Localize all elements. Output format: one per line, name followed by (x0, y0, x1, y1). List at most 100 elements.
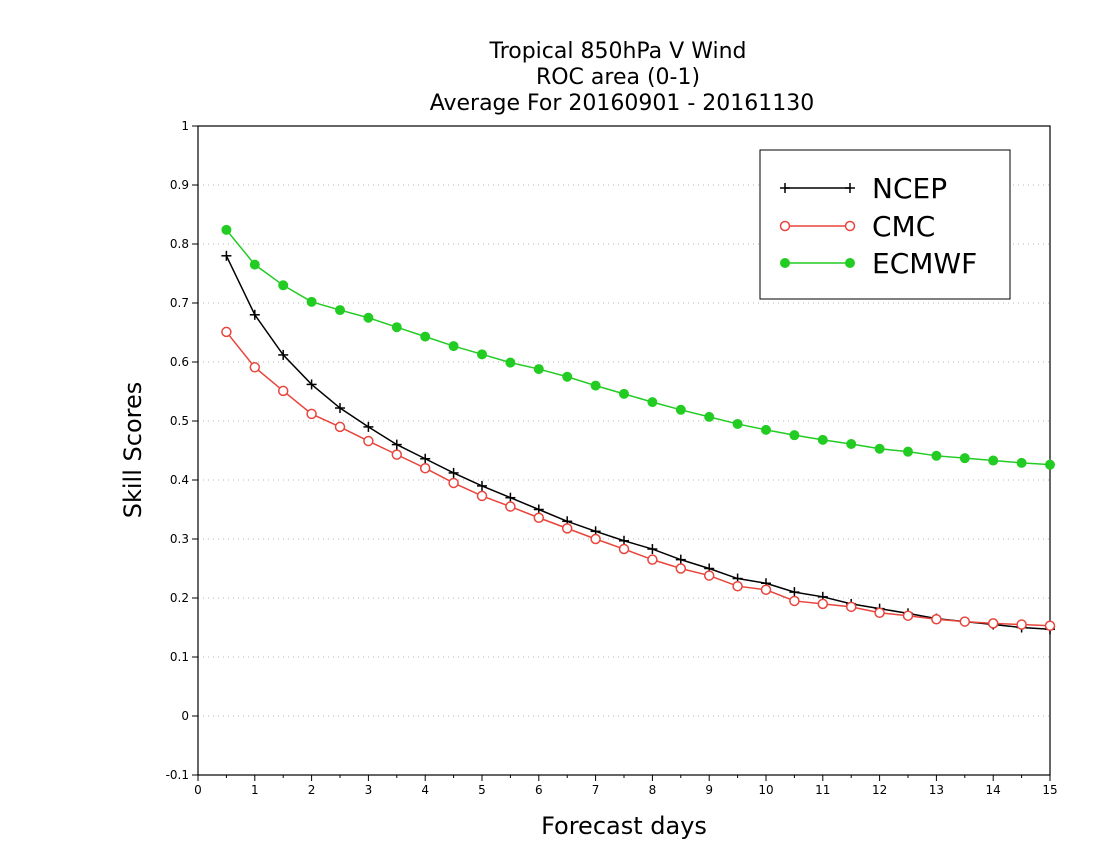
x-tick-label: 14 (986, 783, 1001, 797)
data-point-ecmwf (959, 453, 970, 464)
data-point-ecmwf (619, 388, 629, 399)
x-tick-label: 8 (649, 783, 657, 797)
data-point-cmc (817, 598, 829, 610)
data-point-ecmwf (335, 305, 345, 316)
data-point-cmc (789, 595, 800, 607)
x-tick-label: 5 (478, 783, 486, 797)
data-point-ncep (789, 587, 800, 598)
data-point-ecmwf (761, 424, 771, 435)
x-tick-label: 0 (194, 783, 202, 797)
data-point-ecmwf (817, 434, 828, 445)
chart-title: Tropical 850hPa V Wind (488, 39, 746, 64)
data-point-cmc (249, 362, 261, 373)
data-point-ecmwf (789, 430, 800, 441)
series-line-ncep (225, 255, 1051, 631)
data-point-cmc (1044, 620, 1056, 631)
legend: NCEP CMC ECMWF (759, 149, 1011, 300)
data-point-ncep (647, 544, 658, 555)
series-cmc (221, 326, 1056, 631)
y-tick-label: -0.1 (166, 768, 189, 782)
data-point-ecmwf (988, 455, 999, 466)
legend-marker-point (845, 258, 855, 268)
y-tick-label: 1 (181, 119, 189, 133)
x-tick-label: 1 (251, 783, 259, 797)
data-point-cmc (760, 584, 772, 595)
data-point-ecmwf (363, 312, 374, 323)
legend-marker-point (844, 220, 856, 232)
data-point-ecmwf (221, 224, 232, 235)
data-point-ecmwf (874, 443, 885, 454)
legend-label-ecmwf: ECMWF (872, 247, 977, 280)
data-point-cmc (703, 570, 715, 581)
data-point-ncep (391, 439, 402, 450)
data-point-cmc (590, 533, 601, 545)
data-point-cmc (363, 435, 374, 447)
data-point-cmc (902, 610, 914, 621)
data-point-cmc (476, 490, 488, 502)
data-point-cmc (1016, 619, 1027, 630)
data-point-cmc (561, 523, 573, 534)
data-point-cmc (931, 613, 942, 625)
data-point-cmc (448, 477, 459, 489)
y-tick-label: 0.8 (170, 237, 189, 251)
data-point-cmc (845, 601, 857, 613)
y-tick-label: 0.4 (170, 473, 189, 487)
legend-marker-cmc (779, 220, 856, 232)
data-point-ecmwf (249, 259, 260, 270)
data-point-cmc (391, 449, 403, 460)
data-point-cmc (533, 512, 545, 524)
data-point-ecmwf (505, 357, 516, 368)
x-tick-label: 6 (535, 783, 543, 797)
data-point-ncep (505, 492, 516, 503)
data-point-ecmwf (1016, 457, 1027, 468)
series-ncep (221, 250, 1055, 635)
data-point-cmc (306, 408, 317, 420)
y-axis-title: Skill Scores (119, 382, 147, 519)
data-point-cmc (221, 326, 232, 338)
data-point-ecmwf (448, 341, 459, 352)
data-point-ecmwf (675, 404, 686, 415)
data-point-ecmwf (704, 411, 715, 422)
data-point-ecmwf (931, 450, 942, 461)
series-line-cmc (225, 331, 1051, 627)
data-point-ecmwf (1045, 459, 1055, 470)
x-tick-label: 15 (1042, 783, 1057, 797)
series-group (221, 224, 1056, 635)
data-point-ncep (335, 403, 345, 414)
legend-marker-ecmwf (780, 258, 855, 268)
x-tick-label: 9 (705, 783, 713, 797)
data-point-cmc (618, 543, 630, 555)
data-point-ecmwf (278, 280, 289, 291)
legend-marker-ncep (780, 183, 855, 193)
legend-box (759, 149, 1011, 300)
data-point-ecmwf (306, 296, 317, 307)
data-point-ncep (363, 421, 374, 432)
data-point-ecmwf (391, 322, 402, 333)
y-tick-label: 0.3 (170, 532, 189, 546)
x-tick-label: 7 (592, 783, 600, 797)
data-point-ecmwf (562, 371, 573, 382)
data-point-ncep (249, 309, 260, 320)
y-tick-label: 0.6 (170, 355, 189, 369)
series-ecmwf (221, 224, 1055, 470)
legend-label-cmc: CMC (872, 210, 935, 243)
x-axis-title: Forecast days (541, 812, 707, 840)
data-point-ecmwf (903, 446, 913, 457)
data-point-ncep (675, 554, 686, 565)
data-point-ecmwf (590, 380, 601, 391)
data-point-ecmwf (647, 397, 658, 408)
data-point-cmc (647, 554, 658, 565)
data-point-cmc (277, 385, 289, 397)
y-tick-label: 0 (181, 709, 189, 723)
chart-subtitle-period: Average For 20160901 - 20161130 (430, 91, 815, 116)
y-tick-label: 0.7 (170, 296, 189, 310)
data-point-cmc (334, 421, 346, 433)
data-point-cmc (987, 618, 999, 629)
data-point-cmc (959, 616, 971, 627)
data-point-cmc (419, 462, 431, 474)
data-point-ecmwf (420, 331, 431, 342)
legend-marker-point (779, 220, 791, 232)
data-point-cmc (874, 607, 885, 618)
data-point-ncep (306, 379, 317, 390)
data-point-ecmwf (846, 439, 857, 450)
